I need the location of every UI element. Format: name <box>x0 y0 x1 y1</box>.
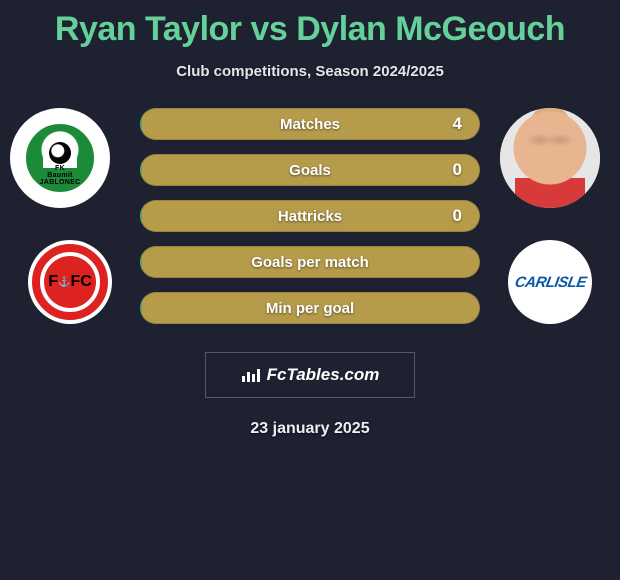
brand-box[interactable]: FcTables.com <box>205 352 415 398</box>
jablonec-crest-text: FKBaumitJABLONEC <box>26 165 94 186</box>
right-secondary-badge: CARLISLE <box>508 240 592 324</box>
brand-text: FcTables.com <box>267 365 380 385</box>
player-headshot <box>500 108 600 208</box>
stat-row: Hattricks0 <box>140 200 480 232</box>
stat-label: Hattricks <box>140 200 480 232</box>
comparison-area: FKBaumitJABLONEC F⚓FC CARLISLE Matches4 G… <box>0 108 620 348</box>
fleetwood-crest: F⚓FC <box>44 256 96 308</box>
page-title: Ryan Taylor vs Dylan McGeouch <box>0 0 620 49</box>
stat-label: Min per goal <box>140 292 480 324</box>
stats-bars: Matches4Goals0Hattricks0Goals per matchM… <box>140 108 480 338</box>
stat-row: Goals0 <box>140 154 480 186</box>
stat-value-right: 4 <box>453 108 462 140</box>
carlisle-wordmark: CARLISLE <box>513 274 587 291</box>
date-text: 23 january 2025 <box>0 420 620 438</box>
subtitle: Club competitions, Season 2024/2025 <box>0 63 620 80</box>
stat-label: Goals per match <box>140 246 480 278</box>
jablonec-crest: FKBaumitJABLONEC <box>20 118 100 198</box>
stat-row: Matches4 <box>140 108 480 140</box>
stat-value-right: 0 <box>453 154 462 186</box>
stat-value-right: 0 <box>453 200 462 232</box>
right-player-photo <box>500 108 600 208</box>
stat-label: Matches <box>140 108 480 140</box>
stat-row: Min per goal <box>140 292 480 324</box>
bars-icon <box>241 367 261 383</box>
stat-row: Goals per match <box>140 246 480 278</box>
left-club-badge: FKBaumitJABLONEC <box>10 108 110 208</box>
left-secondary-badge: F⚓FC <box>28 240 112 324</box>
stat-label: Goals <box>140 154 480 186</box>
